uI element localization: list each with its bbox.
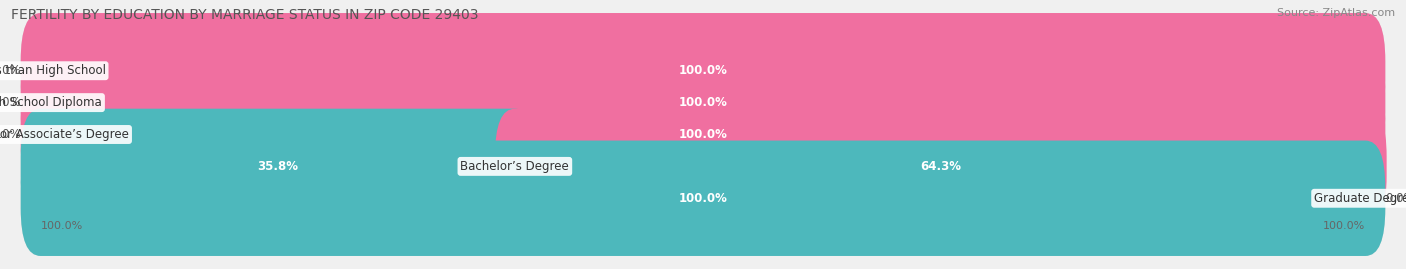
Text: College or Associate’s Degree: College or Associate’s Degree — [0, 128, 129, 141]
FancyBboxPatch shape — [21, 109, 534, 224]
Text: 100.0%: 100.0% — [679, 192, 727, 205]
Text: Bachelor’s Degree: Bachelor’s Degree — [461, 160, 569, 173]
FancyBboxPatch shape — [21, 109, 1385, 224]
Text: High School Diploma: High School Diploma — [0, 96, 101, 109]
Text: 64.3%: 64.3% — [921, 160, 962, 173]
FancyBboxPatch shape — [21, 77, 1385, 192]
FancyBboxPatch shape — [21, 141, 1385, 256]
Text: 100.0%: 100.0% — [679, 96, 727, 109]
FancyBboxPatch shape — [21, 77, 1385, 192]
FancyBboxPatch shape — [21, 13, 1385, 128]
FancyBboxPatch shape — [21, 45, 1385, 160]
FancyBboxPatch shape — [495, 109, 1386, 224]
FancyBboxPatch shape — [21, 13, 1385, 128]
Text: Less than High School: Less than High School — [0, 64, 105, 77]
Text: 100.0%: 100.0% — [679, 64, 727, 77]
Text: 0.0%: 0.0% — [1385, 192, 1406, 205]
Text: 0.0%: 0.0% — [0, 64, 21, 77]
Text: 100.0%: 100.0% — [1323, 221, 1365, 231]
Text: Graduate Degree: Graduate Degree — [1315, 192, 1406, 205]
Text: Source: ZipAtlas.com: Source: ZipAtlas.com — [1277, 8, 1395, 18]
Text: 0.0%: 0.0% — [0, 128, 21, 141]
FancyBboxPatch shape — [21, 45, 1385, 160]
Text: 100.0%: 100.0% — [41, 221, 83, 231]
Text: 0.0%: 0.0% — [0, 96, 21, 109]
Text: 100.0%: 100.0% — [679, 128, 727, 141]
Text: FERTILITY BY EDUCATION BY MARRIAGE STATUS IN ZIP CODE 29403: FERTILITY BY EDUCATION BY MARRIAGE STATU… — [11, 8, 479, 22]
Text: 35.8%: 35.8% — [257, 160, 298, 173]
FancyBboxPatch shape — [21, 141, 1385, 256]
